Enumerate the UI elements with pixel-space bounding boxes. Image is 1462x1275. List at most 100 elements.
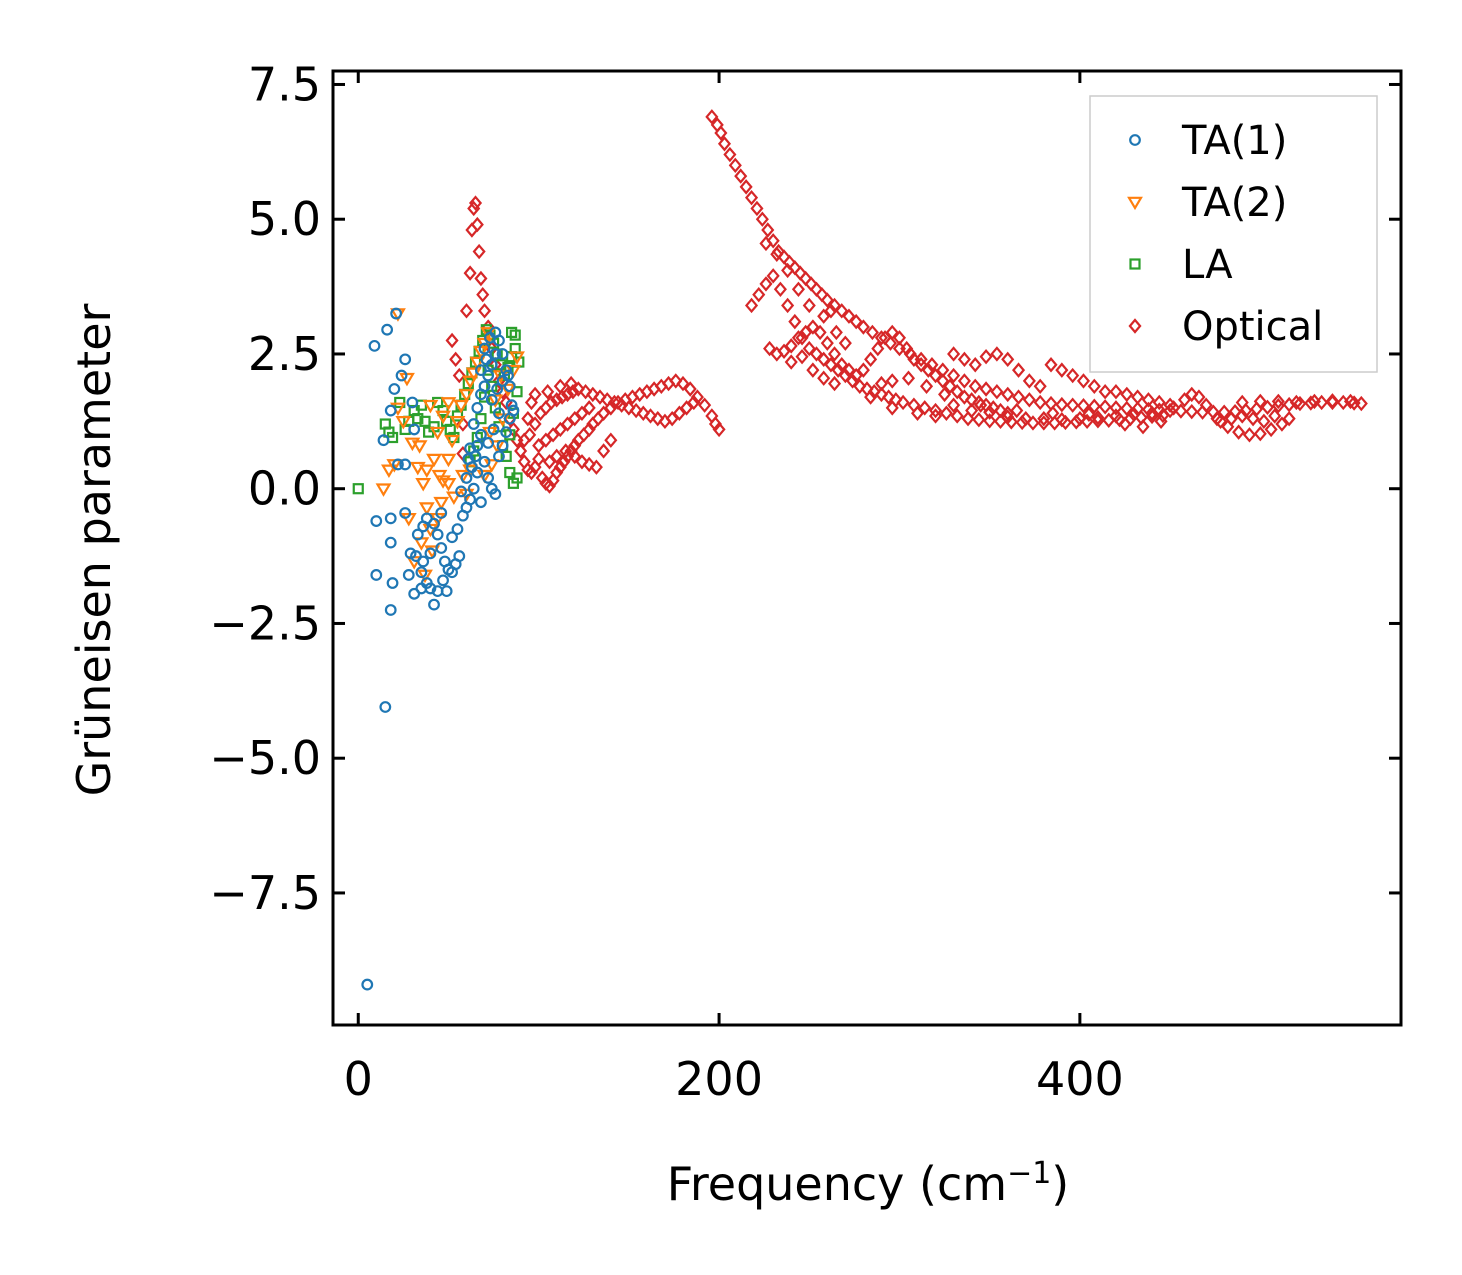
data-point-ta-1 bbox=[503, 380, 516, 393]
data-point-optical bbox=[907, 351, 921, 368]
data-point-optical bbox=[542, 478, 557, 494]
data-point-optical bbox=[1235, 408, 1249, 424]
data-point-optical bbox=[528, 386, 542, 403]
data-point-optical bbox=[1001, 409, 1015, 425]
data-point-optical bbox=[1325, 393, 1339, 409]
data-point-optical bbox=[1253, 393, 1267, 410]
data-point-ta-1 bbox=[500, 364, 513, 377]
data-point-ta-2 bbox=[418, 464, 435, 479]
data-point-optical bbox=[865, 324, 879, 341]
data-point-optical bbox=[468, 195, 483, 211]
data-point-la bbox=[437, 404, 449, 417]
data-point-optical bbox=[979, 348, 993, 365]
data-point-optical bbox=[470, 216, 484, 233]
data-point-optical bbox=[1058, 414, 1072, 431]
data-point-optical bbox=[597, 405, 611, 421]
data-point-ta-1 bbox=[502, 369, 514, 382]
data-point-la bbox=[500, 450, 512, 462]
data-point-optical bbox=[1141, 392, 1155, 408]
data-point-optical bbox=[744, 297, 759, 314]
data-point-optical bbox=[517, 432, 531, 448]
data-point-optical bbox=[532, 437, 546, 454]
data-point-ta-1 bbox=[462, 453, 475, 465]
data-point-ta-2 bbox=[444, 434, 460, 449]
data-point-optical bbox=[871, 340, 885, 357]
data-point-optical bbox=[615, 397, 629, 413]
data-point-optical bbox=[528, 416, 542, 432]
data-point-optical bbox=[1354, 395, 1368, 412]
data-point-optical bbox=[864, 351, 878, 368]
data-point-optical bbox=[1246, 410, 1260, 427]
data-point-ta-2 bbox=[433, 496, 450, 511]
data-point-optical bbox=[672, 405, 686, 421]
data-point-optical bbox=[795, 330, 809, 346]
data-point-ta-1 bbox=[471, 439, 484, 452]
data-point-optical bbox=[1019, 410, 1033, 427]
data-point-optical bbox=[477, 303, 492, 319]
data-point-optical bbox=[1118, 416, 1132, 432]
data-point-optical bbox=[1289, 394, 1303, 411]
data-point-optical bbox=[1022, 373, 1036, 389]
data-point-optical bbox=[770, 246, 784, 262]
data-point-optical bbox=[936, 373, 950, 389]
data-point-ta-1 bbox=[399, 507, 412, 519]
data-point-optical bbox=[979, 381, 993, 397]
data-points-layer bbox=[352, 109, 1368, 991]
data-point-optical bbox=[820, 335, 834, 351]
data-point-optical bbox=[683, 381, 697, 397]
data-point-optical bbox=[1177, 392, 1192, 408]
data-point-ta-1 bbox=[478, 380, 491, 393]
data-point-optical bbox=[1232, 424, 1246, 440]
data-point-ta-1 bbox=[386, 577, 399, 589]
data-point-optical bbox=[974, 397, 988, 413]
data-point-optical bbox=[1066, 397, 1080, 413]
data-point-optical bbox=[717, 136, 732, 152]
data-point-optical bbox=[846, 373, 860, 389]
data-point-optical bbox=[1082, 406, 1096, 423]
data-point-optical bbox=[829, 324, 843, 341]
data-point-ta-1 bbox=[395, 369, 408, 382]
data-point-optical bbox=[1235, 394, 1249, 411]
data-point-ta-2 bbox=[469, 356, 486, 371]
data-point-optical bbox=[550, 448, 564, 465]
data-point-ta-1 bbox=[507, 404, 520, 417]
data-point-optical bbox=[651, 410, 665, 427]
data-point-optical bbox=[687, 394, 701, 411]
x-tick-label: 200 bbox=[675, 1052, 763, 1106]
y-tick-label: −5.0 bbox=[209, 731, 321, 785]
data-point-optical bbox=[582, 456, 596, 473]
data-point-ta-1 bbox=[482, 436, 495, 449]
data-point-optical bbox=[874, 375, 888, 392]
data-point-ta-1 bbox=[379, 701, 392, 713]
data-point-optical bbox=[1282, 410, 1296, 427]
data-point-optical bbox=[766, 233, 780, 249]
data-point-optical bbox=[802, 340, 816, 357]
data-point-optical bbox=[892, 330, 907, 346]
data-point-optical bbox=[582, 421, 596, 438]
data-point-optical bbox=[965, 402, 979, 419]
data-point-optical bbox=[546, 427, 560, 443]
data-point-ta-1 bbox=[467, 482, 480, 495]
data-point-optical bbox=[593, 389, 607, 405]
data-point-optical bbox=[835, 357, 849, 373]
data-point-ta-1 bbox=[496, 348, 509, 360]
data-point-ta-1 bbox=[410, 550, 422, 562]
data-point-optical bbox=[1091, 409, 1105, 426]
data-point-optical bbox=[1271, 393, 1285, 410]
data-point-optical bbox=[723, 146, 737, 163]
data-point-optical bbox=[755, 211, 769, 227]
data-point-ta-1 bbox=[491, 383, 504, 395]
data-point-optical bbox=[1131, 389, 1145, 405]
data-point-ta-1 bbox=[500, 426, 513, 439]
data-point-ta-1 bbox=[384, 604, 397, 616]
data-point-la bbox=[352, 483, 364, 495]
legend-label: TA(1) bbox=[1181, 118, 1287, 164]
data-point-optical bbox=[560, 416, 575, 432]
data-point-optical bbox=[919, 378, 934, 395]
data-point-ta-1 bbox=[482, 472, 495, 484]
data-point-la bbox=[475, 413, 487, 425]
data-point-optical bbox=[463, 265, 477, 281]
data-point-optical bbox=[524, 464, 538, 481]
data-point-optical bbox=[669, 373, 683, 389]
data-point-optical bbox=[1069, 414, 1083, 430]
